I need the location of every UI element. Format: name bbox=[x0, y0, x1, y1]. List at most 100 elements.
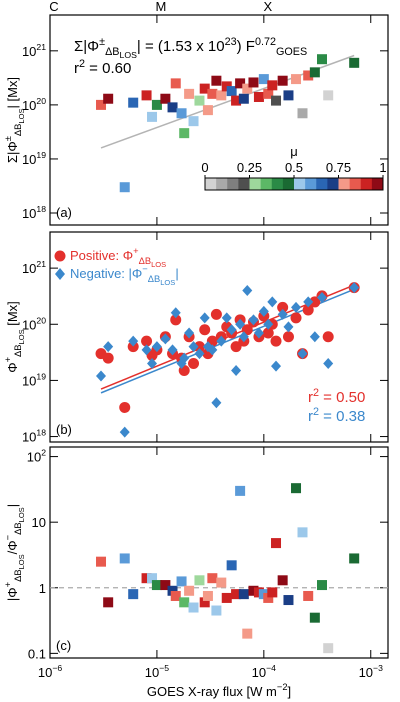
point bbox=[160, 93, 171, 104]
point bbox=[119, 182, 130, 193]
annotation-part: r bbox=[74, 60, 79, 77]
point bbox=[322, 331, 334, 343]
legend-label-part: − bbox=[142, 264, 147, 274]
point bbox=[210, 308, 222, 320]
legend-label-part: + bbox=[133, 246, 138, 256]
y-tick-label-exp: 18 bbox=[36, 204, 46, 214]
y-axis-label: Σ|Φ±ΔBLOS| [Mx] bbox=[3, 77, 26, 163]
y-tick-label: 0.1 bbox=[28, 646, 46, 661]
y-tick-label-base: 10 bbox=[22, 206, 36, 221]
y-axis-label-part: + bbox=[3, 357, 13, 362]
point bbox=[271, 360, 282, 372]
y-tick-label-base: 10 bbox=[22, 152, 36, 167]
colorbar-cell bbox=[305, 178, 317, 190]
point bbox=[170, 590, 181, 601]
y-axis-label-part: LOS bbox=[17, 109, 26, 124]
point bbox=[302, 304, 314, 316]
point bbox=[103, 597, 114, 608]
point bbox=[194, 348, 205, 360]
point bbox=[263, 592, 274, 603]
point bbox=[258, 305, 269, 317]
r2-label-part: r bbox=[308, 389, 313, 406]
point bbox=[160, 333, 171, 345]
point bbox=[262, 327, 274, 339]
x-tick-label: 10−4 bbox=[252, 663, 277, 680]
y-axis-label-part: ΔB bbox=[13, 522, 23, 534]
y-tick-label-exp: 19 bbox=[36, 371, 46, 381]
colorbar-cell bbox=[238, 178, 250, 190]
annotation-part: ΔB bbox=[105, 46, 119, 58]
point bbox=[309, 331, 320, 343]
point bbox=[297, 108, 308, 119]
point bbox=[231, 365, 242, 377]
r2-label-part: 2 bbox=[313, 406, 319, 418]
x-axis-label-part: −2 bbox=[277, 682, 288, 692]
y-axis-label-part: LOS bbox=[17, 554, 26, 569]
legend-marker bbox=[54, 250, 66, 262]
point bbox=[277, 75, 288, 86]
point bbox=[297, 348, 308, 360]
point bbox=[235, 78, 246, 89]
point bbox=[184, 327, 195, 339]
point bbox=[242, 83, 253, 94]
point bbox=[221, 312, 232, 324]
point bbox=[263, 318, 274, 330]
legend-label-part: ΔB bbox=[139, 256, 151, 266]
point bbox=[119, 401, 131, 413]
y-axis-label-part: ± bbox=[3, 136, 13, 141]
point bbox=[303, 70, 314, 81]
colorbar-cell bbox=[227, 178, 239, 190]
panel-label: (b) bbox=[56, 422, 72, 437]
point bbox=[226, 560, 237, 571]
y-tick-label-base: 10 bbox=[22, 44, 36, 59]
y-tick-label-base: 10 bbox=[22, 261, 36, 276]
annotation: Σ|Φ±ΔBLOS| = (1.53 x 1023) F0.72GOES bbox=[74, 36, 307, 60]
y-tick-label: 1019 bbox=[22, 371, 46, 388]
colorbar-tick-label: 0.75 bbox=[326, 160, 351, 175]
point bbox=[291, 483, 302, 494]
point bbox=[248, 585, 259, 596]
point bbox=[283, 321, 294, 333]
x-tick-label-exp: −5 bbox=[159, 663, 169, 673]
y-tick-label-base: 10 bbox=[22, 373, 36, 388]
point bbox=[309, 67, 320, 78]
y-axis-label-part: LOS bbox=[17, 507, 26, 522]
panel-label: (c) bbox=[56, 638, 71, 653]
point bbox=[102, 352, 114, 364]
point bbox=[194, 575, 205, 586]
point bbox=[238, 331, 249, 343]
point bbox=[270, 335, 282, 347]
r2-label-part: = 0.50 bbox=[319, 389, 365, 406]
y-tick-label: 1018 bbox=[22, 204, 46, 221]
y-axis-label-part: ΔB bbox=[13, 124, 23, 136]
point bbox=[221, 592, 232, 603]
point bbox=[141, 335, 153, 347]
y-tick-label-exp: 21 bbox=[36, 259, 46, 269]
r2-label: r2 = 0.38 bbox=[308, 406, 365, 425]
y-axis-label-part: − bbox=[3, 535, 13, 540]
point bbox=[103, 341, 114, 353]
point bbox=[235, 485, 246, 496]
point bbox=[271, 95, 282, 106]
legend-marker bbox=[55, 268, 65, 280]
point bbox=[309, 612, 320, 623]
x-tick-label: 10−6 bbox=[38, 663, 63, 680]
point bbox=[199, 324, 211, 336]
y-tick-label-base: 10 bbox=[22, 430, 36, 445]
y-tick-label-exp: 20 bbox=[36, 96, 46, 106]
point bbox=[238, 589, 249, 600]
x-tick-label: 10−5 bbox=[145, 663, 170, 680]
y-tick-label: 1 bbox=[39, 581, 46, 596]
colorbar-cell bbox=[349, 178, 362, 190]
point bbox=[147, 111, 158, 122]
point bbox=[253, 91, 264, 102]
point bbox=[216, 90, 227, 101]
point bbox=[226, 86, 237, 97]
y-tick-label: 1021 bbox=[22, 42, 46, 59]
point bbox=[317, 54, 328, 65]
point bbox=[211, 75, 222, 86]
x-axis-label-part: ] bbox=[288, 684, 292, 699]
point bbox=[167, 585, 178, 596]
point bbox=[184, 88, 195, 99]
colorbar-tick-label: 0.5 bbox=[285, 160, 303, 175]
